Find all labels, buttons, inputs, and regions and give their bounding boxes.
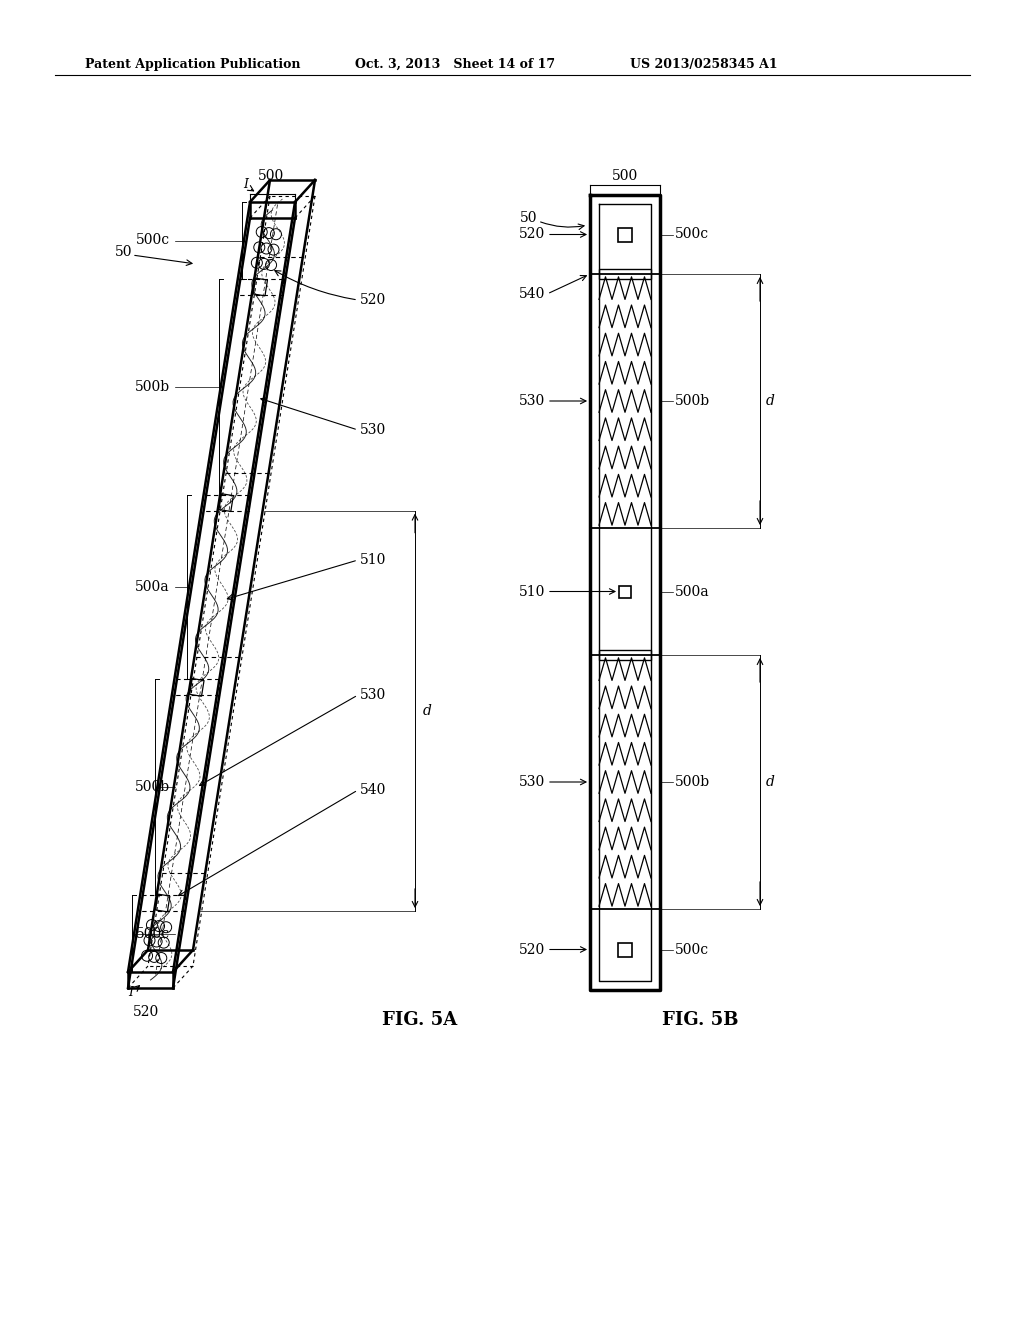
Text: 540: 540 bbox=[518, 286, 545, 301]
Text: US 2013/0258345 A1: US 2013/0258345 A1 bbox=[630, 58, 777, 71]
Text: 500c: 500c bbox=[675, 942, 710, 957]
Text: 500b: 500b bbox=[675, 775, 710, 789]
Text: d: d bbox=[423, 704, 432, 718]
Polygon shape bbox=[599, 649, 651, 660]
Text: d: d bbox=[766, 775, 775, 789]
Text: 530: 530 bbox=[360, 422, 386, 437]
Text: 500b: 500b bbox=[675, 393, 710, 408]
Text: FIG. 5A: FIG. 5A bbox=[382, 1011, 458, 1030]
Text: 500c: 500c bbox=[136, 234, 170, 248]
Text: 520: 520 bbox=[132, 1005, 159, 1019]
Text: 530: 530 bbox=[360, 688, 386, 702]
Text: 530: 530 bbox=[519, 393, 545, 408]
Text: 50: 50 bbox=[519, 211, 537, 224]
Text: 510: 510 bbox=[360, 553, 386, 568]
Polygon shape bbox=[599, 269, 651, 279]
Text: 500c: 500c bbox=[136, 927, 170, 940]
Text: 520: 520 bbox=[360, 293, 386, 308]
Text: d: d bbox=[766, 393, 775, 408]
Text: 500a: 500a bbox=[675, 585, 710, 598]
Text: I: I bbox=[243, 177, 248, 190]
Text: FIG. 5B: FIG. 5B bbox=[662, 1011, 738, 1030]
Text: 500b: 500b bbox=[135, 380, 170, 393]
Text: 500b: 500b bbox=[135, 780, 170, 795]
Text: 530: 530 bbox=[519, 775, 545, 789]
Text: I: I bbox=[128, 986, 133, 998]
Text: Oct. 3, 2013   Sheet 14 of 17: Oct. 3, 2013 Sheet 14 of 17 bbox=[355, 58, 555, 71]
Text: 500: 500 bbox=[612, 169, 638, 183]
Text: 540: 540 bbox=[360, 783, 386, 797]
Text: 520: 520 bbox=[519, 227, 545, 242]
Text: 520: 520 bbox=[519, 942, 545, 957]
Text: 500c: 500c bbox=[675, 227, 710, 242]
Text: 500a: 500a bbox=[135, 579, 170, 594]
Text: 50: 50 bbox=[115, 246, 132, 259]
Text: 510: 510 bbox=[518, 585, 545, 598]
Text: Patent Application Publication: Patent Application Publication bbox=[85, 58, 300, 71]
Text: 500: 500 bbox=[258, 169, 284, 183]
